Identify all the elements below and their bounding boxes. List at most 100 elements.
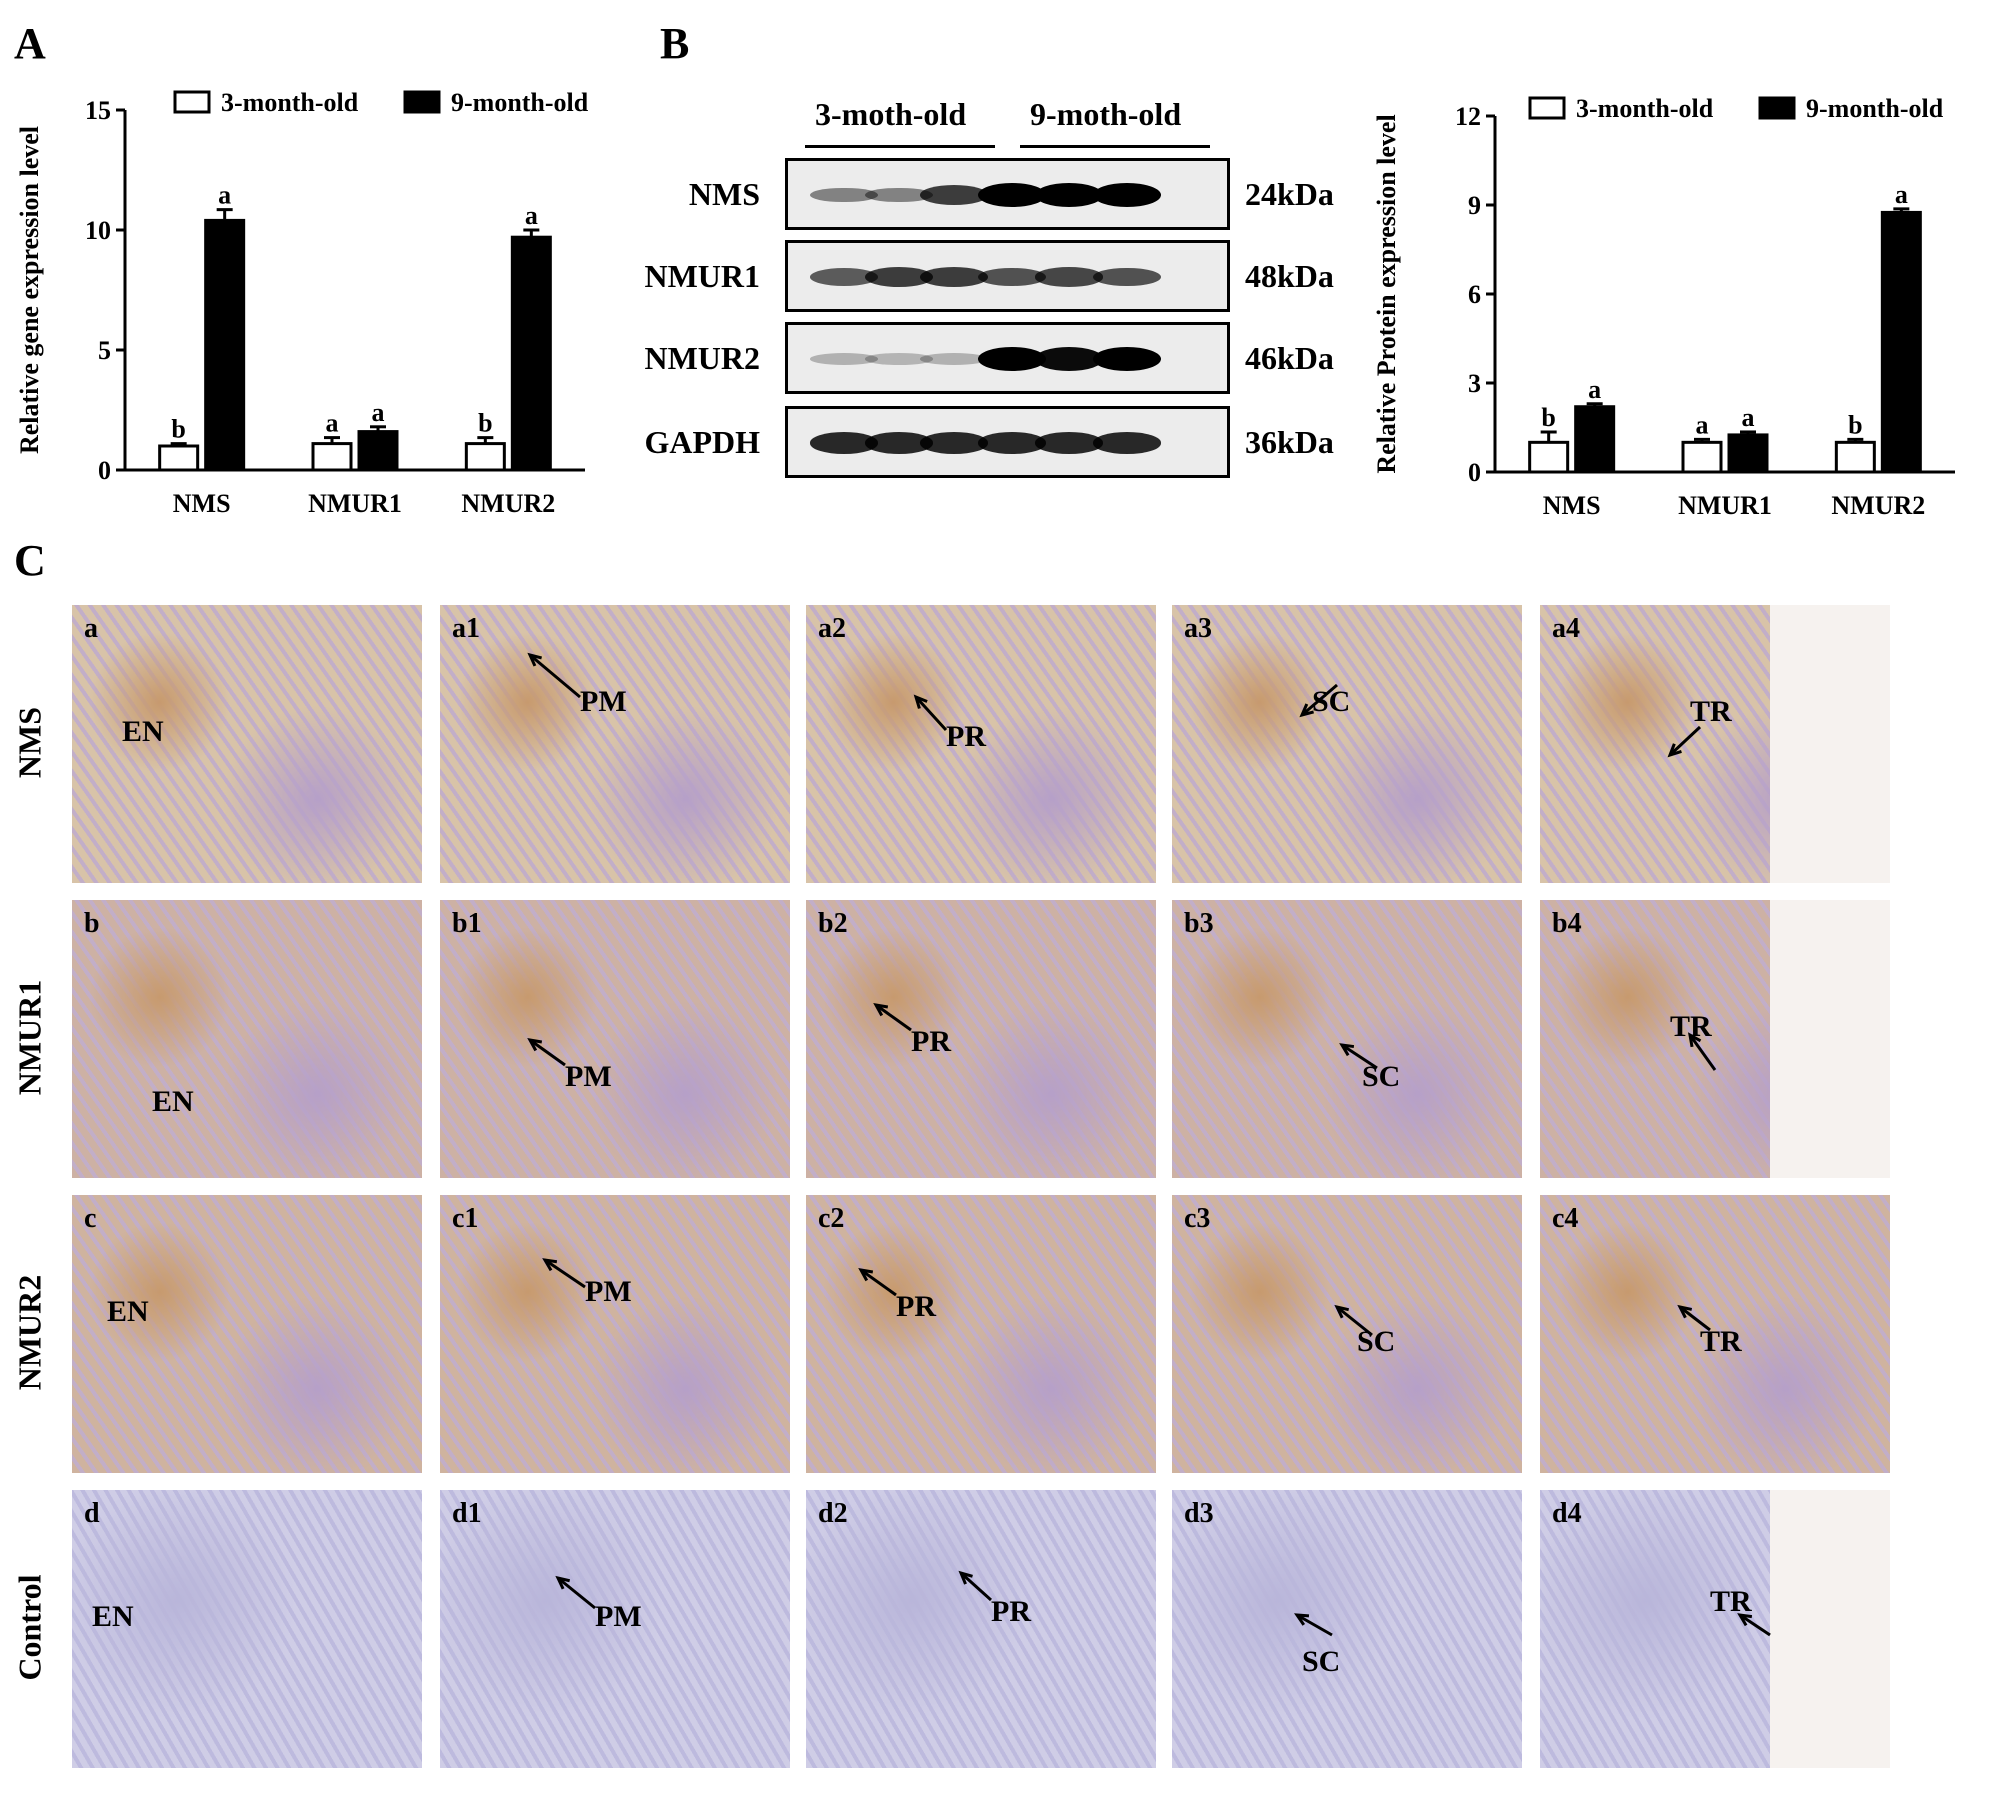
arrow-head bbox=[542, 1258, 558, 1272]
arrow-head bbox=[873, 1002, 889, 1017]
structure-arrow bbox=[555, 1575, 596, 1610]
structure-arrow bbox=[873, 1002, 912, 1032]
micrograph-tile-label: c4 bbox=[1552, 1203, 1579, 1234]
significance-letter: a bbox=[1588, 375, 1601, 404]
significance-letter: a bbox=[1895, 180, 1908, 209]
structure-marker-label: EN bbox=[107, 1295, 149, 1328]
significance-letter: b bbox=[1848, 410, 1862, 439]
arrow-shaft bbox=[1688, 1034, 1717, 1071]
blot-band bbox=[978, 183, 1046, 207]
micrograph-tile-label: b1 bbox=[452, 908, 482, 939]
arrow-head bbox=[555, 1575, 571, 1590]
blot-band bbox=[1035, 347, 1103, 371]
y-tick-label: 3 bbox=[1468, 369, 1481, 398]
panel-letter-b: B bbox=[660, 19, 690, 68]
y-tick-label: 12 bbox=[1455, 102, 1481, 131]
micrograph-tile: a3 SC bbox=[1172, 605, 1522, 883]
blot-kda-label: 36kDa bbox=[1245, 424, 1334, 460]
blot-group-label-young: 3-moth-old bbox=[815, 96, 967, 132]
arrow-shaft bbox=[1301, 683, 1338, 717]
significance-letter: a bbox=[326, 409, 339, 438]
legend-label: 3-month-old bbox=[221, 88, 359, 117]
structure-marker-label: EN bbox=[152, 1085, 194, 1118]
blot-band bbox=[1093, 347, 1161, 371]
legend-swatch bbox=[1528, 96, 1566, 120]
micrograph-tile-label: b4 bbox=[1552, 908, 1582, 939]
blot-band bbox=[920, 353, 988, 365]
significance-letter: b bbox=[478, 409, 492, 438]
arrow-head bbox=[1667, 743, 1682, 758]
category-label: NMS bbox=[1543, 491, 1601, 520]
arrow-head bbox=[1687, 1032, 1702, 1048]
legend-label: 3-month-old bbox=[1576, 94, 1714, 123]
blot-band bbox=[1093, 267, 1161, 287]
structure-marker-label: PR bbox=[911, 1025, 951, 1058]
micrograph-tile: c EN bbox=[72, 1195, 422, 1473]
bar-3-month-old-NMUR1 bbox=[311, 442, 353, 472]
panel-letter-a: A bbox=[14, 19, 46, 68]
blot-band bbox=[1035, 267, 1103, 287]
structure-marker-label: PM bbox=[565, 1060, 612, 1093]
micrograph-tile-label: d2 bbox=[818, 1498, 848, 1529]
arrow-head bbox=[1299, 703, 1314, 718]
blot-band bbox=[865, 187, 933, 203]
blot-group-line-young bbox=[805, 145, 995, 148]
legend-swatch bbox=[1758, 96, 1796, 120]
micrograph-row-label: NMS bbox=[11, 706, 48, 779]
blot-row-label: NMUR2 bbox=[644, 340, 760, 376]
blot-band bbox=[810, 432, 878, 454]
micrograph-tile-label: b2 bbox=[818, 908, 848, 939]
micrograph-tile-label: d3 bbox=[1184, 1498, 1214, 1529]
blot-band bbox=[920, 432, 988, 454]
blot-band bbox=[978, 347, 1046, 371]
micrograph-tile-label: b bbox=[84, 908, 100, 939]
micrograph-tile: b EN bbox=[72, 900, 422, 1178]
category-label: NMUR1 bbox=[1678, 491, 1772, 520]
micrograph-tile: a2 PR bbox=[806, 605, 1156, 883]
bar-9-month-old-NMS bbox=[1574, 405, 1616, 474]
structure-marker-label: PR bbox=[896, 1290, 936, 1323]
micrograph-tile: b3 SC bbox=[1172, 900, 1522, 1178]
gene-expression-chart: 0 5 10 15 Relative gene expression level NMS b… bbox=[15, 88, 589, 518]
lumen-region bbox=[1770, 1490, 1890, 1768]
micrograph-tile-label: b3 bbox=[1184, 908, 1214, 939]
blot-strip bbox=[785, 406, 1230, 478]
bar-9-month-old-NMUR1 bbox=[1727, 433, 1769, 474]
arrow-shaft bbox=[1296, 1613, 1333, 1637]
blot-band bbox=[810, 187, 878, 203]
micrograph-tile-label: a4 bbox=[1552, 613, 1580, 644]
structure-marker-label: TR bbox=[1710, 1585, 1752, 1618]
structure-arrow bbox=[1299, 683, 1338, 718]
category-label: NMUR2 bbox=[461, 489, 555, 518]
micrograph-tile: b4 TR bbox=[1540, 900, 1890, 1178]
blot-band bbox=[810, 353, 878, 365]
structure-marker-label: SC bbox=[1302, 1645, 1341, 1678]
micrograph-tile-label: d1 bbox=[452, 1498, 482, 1529]
structure-marker-label: SC bbox=[1357, 1325, 1396, 1358]
bar-9-month-old-NMUR2 bbox=[1880, 210, 1922, 474]
structure-marker-label: PR bbox=[946, 720, 986, 753]
blot-band bbox=[978, 267, 1046, 287]
arrow-shaft bbox=[860, 1268, 897, 1297]
micrograph-tile: d3 SC bbox=[1172, 1490, 1522, 1768]
blot-band bbox=[865, 353, 933, 365]
structure-marker-label: PM bbox=[595, 1600, 642, 1633]
arrow-head bbox=[1737, 1613, 1753, 1627]
micrograph-tile-label: d bbox=[84, 1498, 100, 1529]
structure-marker-label: PM bbox=[585, 1275, 632, 1308]
arrow-shaft bbox=[914, 695, 948, 732]
bar-9-month-old-NMUR2 bbox=[510, 235, 552, 472]
structure-arrow bbox=[1737, 1613, 1771, 1637]
arrow-head bbox=[913, 694, 928, 709]
arrow-shaft bbox=[557, 1576, 596, 1610]
micrograph-tile: b2 PR bbox=[806, 900, 1156, 1178]
structure-arrow bbox=[1677, 1304, 1711, 1332]
arrow-shaft bbox=[1341, 1043, 1378, 1070]
micrograph-tile-label: d4 bbox=[1552, 1498, 1582, 1529]
micrograph-tile-label: c1 bbox=[452, 1203, 479, 1234]
micrograph-tile: d2 PR bbox=[806, 1490, 1156, 1768]
micrograph-row-label: NMUR1 bbox=[11, 979, 48, 1096]
blot-group-label-old: 9-moth-old bbox=[1030, 96, 1182, 132]
structure-marker-label: TR bbox=[1700, 1325, 1742, 1358]
category-label: NMUR1 bbox=[308, 489, 402, 518]
